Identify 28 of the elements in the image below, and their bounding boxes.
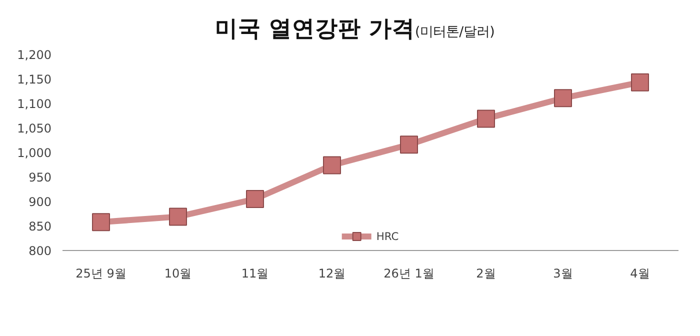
x-tick-label: 11월 bbox=[241, 266, 269, 280]
x-tick-label: 12월 bbox=[318, 266, 346, 280]
y-tick-label: 1,150 bbox=[17, 72, 52, 86]
point bbox=[92, 213, 110, 232]
y-tick-label: 800 bbox=[28, 244, 52, 258]
point bbox=[631, 73, 649, 92]
x-tick-label: 4월 bbox=[630, 266, 650, 280]
y-tick-label: 1,100 bbox=[17, 97, 52, 111]
x-tick-label: 2월 bbox=[476, 266, 496, 280]
point bbox=[169, 208, 187, 226]
x-tick-label: 25년 9월 bbox=[76, 266, 126, 280]
chart-title: 미국 열연강판 가격 bbox=[215, 16, 415, 42]
x-tick-label: 3월 bbox=[553, 266, 573, 280]
y-tick-label: 950 bbox=[28, 170, 52, 184]
point bbox=[400, 136, 418, 154]
point bbox=[323, 156, 341, 174]
chart-subtitle: (미터톤/달러) bbox=[414, 25, 495, 40]
y-tick-label: 1,000 bbox=[17, 146, 52, 160]
x-tick-label: 10월 bbox=[164, 266, 192, 280]
y-tick-label: 850 bbox=[28, 220, 52, 234]
point bbox=[246, 190, 264, 208]
point bbox=[477, 110, 495, 128]
y-tick-label: 900 bbox=[28, 195, 52, 209]
point bbox=[554, 89, 572, 108]
y-tick-label: 1,200 bbox=[17, 48, 52, 62]
legend-label: HRC bbox=[376, 230, 399, 242]
x-tick-label: 26년 1월 bbox=[384, 266, 434, 280]
y-tick-label: 1,050 bbox=[17, 122, 52, 136]
